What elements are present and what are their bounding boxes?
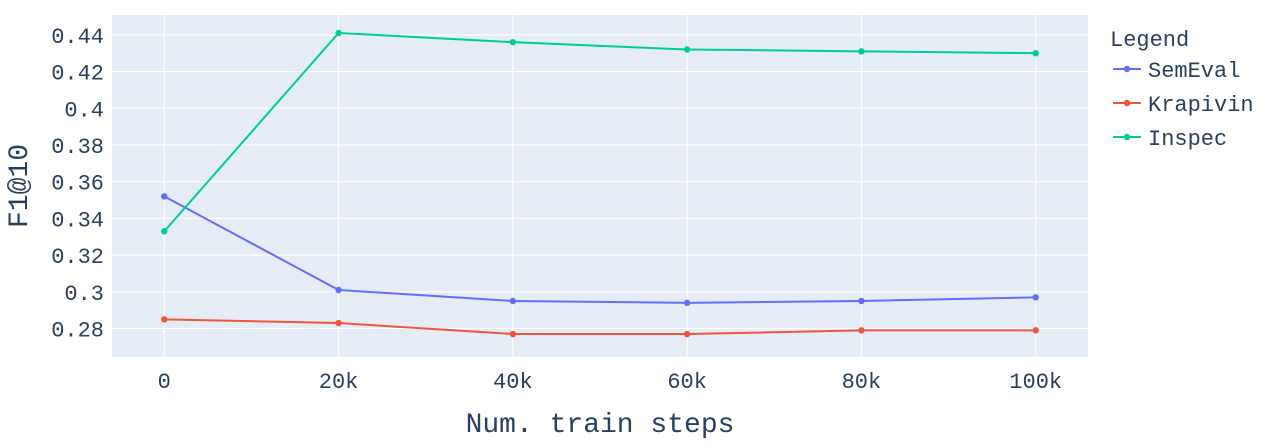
legend-swatch-marker [1123, 65, 1131, 73]
y-tick-label: 0.28 [51, 319, 104, 344]
series-semeval [161, 193, 1039, 307]
legend-swatch-marker [1123, 99, 1131, 107]
data-point-inspec[interactable] [509, 38, 517, 46]
series-inspec [161, 29, 1039, 235]
x-tick-label: 100k [1009, 370, 1062, 395]
x-tick-label: 40k [493, 370, 533, 395]
legend: Legend SemEval Krapivin Inspec [1110, 28, 1254, 152]
series-lines [161, 29, 1039, 338]
legend-title: Legend [1110, 28, 1189, 53]
series-krapivin [161, 316, 1039, 338]
x-tick-label: 20k [319, 370, 359, 395]
y-tick-label: 0.32 [51, 245, 104, 270]
data-point-inspec[interactable] [1032, 49, 1039, 57]
y-axis-title: F1@10 [5, 144, 36, 228]
data-point-krapivin[interactable] [858, 327, 865, 334]
plot-area [112, 15, 1088, 357]
series-line-semeval [163, 195, 1036, 304]
data-point-inspec[interactable] [858, 48, 865, 55]
x-axis-ticks: 0 20k 40k 60k 80k 100k [158, 370, 1062, 395]
data-point-inspec[interactable] [335, 29, 342, 37]
y-tick-label: 0.4 [64, 98, 104, 123]
data-point-krapivin[interactable] [683, 330, 691, 338]
series-line-inspec [163, 31, 1036, 232]
legend-item-krapivin[interactable]: Krapivin [1113, 93, 1254, 118]
data-point-krapivin[interactable] [161, 316, 168, 323]
data-point-semeval[interactable] [858, 297, 865, 305]
y-tick-label: 0.38 [51, 135, 104, 160]
data-point-krapivin[interactable] [509, 330, 517, 338]
y-tick-label: 0.44 [51, 25, 104, 50]
legend-items: SemEval Krapivin Inspec [1113, 59, 1254, 152]
x-tick-label: 0 [158, 370, 171, 395]
data-point-krapivin[interactable] [335, 319, 342, 327]
y-tick-label: 0.34 [51, 208, 104, 233]
data-point-semeval[interactable] [1032, 294, 1039, 301]
x-tick-label: 80k [842, 370, 882, 395]
data-point-semeval[interactable] [509, 297, 517, 305]
data-point-inspec[interactable] [161, 228, 168, 235]
data-point-inspec[interactable] [683, 46, 691, 53]
legend-label: Inspec [1148, 127, 1227, 152]
y-tick-label: 0.42 [51, 62, 104, 87]
legend-label: SemEval [1148, 59, 1240, 84]
data-point-krapivin[interactable] [1032, 327, 1039, 334]
data-point-semeval[interactable] [683, 299, 691, 307]
y-axis-ticks: 0.28 0.3 0.32 0.34 0.36 0.38 0.4 0.42 0.44 [51, 25, 104, 344]
data-point-semeval[interactable] [161, 193, 168, 200]
legend-item-semeval[interactable]: SemEval [1113, 59, 1240, 84]
data-point-semeval[interactable] [335, 286, 342, 294]
series-line-krapivin [164, 318, 1036, 336]
x-tick-label: 60k [667, 370, 707, 395]
y-tick-label: 0.36 [51, 172, 104, 197]
legend-item-inspec[interactable]: Inspec [1113, 127, 1227, 152]
legend-label: Krapivin [1148, 93, 1254, 118]
legend-swatch-marker [1123, 133, 1131, 141]
y-tick-label: 0.3 [64, 282, 104, 307]
x-axis-title: Num. train steps [466, 410, 735, 441]
